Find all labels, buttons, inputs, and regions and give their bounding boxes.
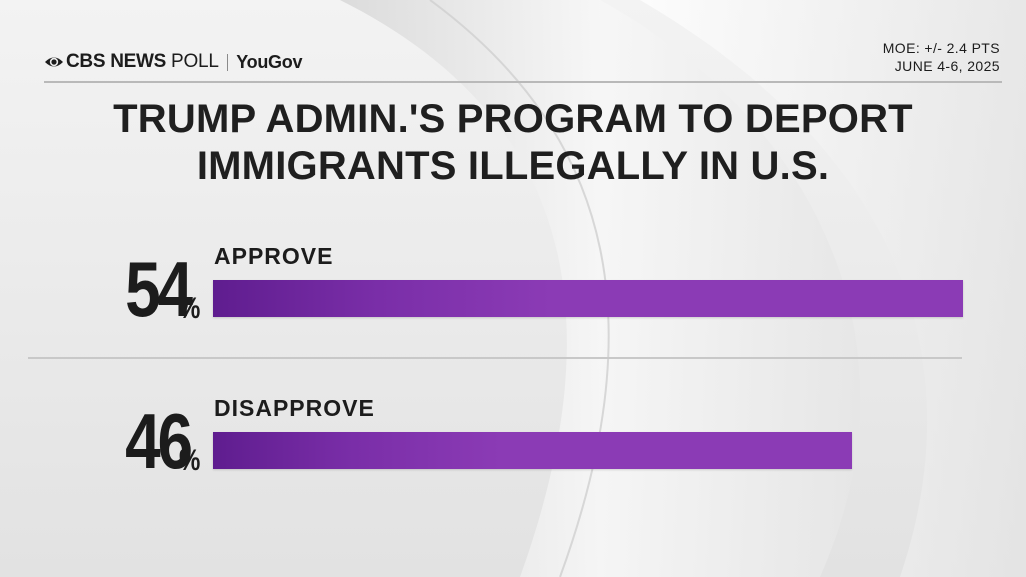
brand-divider [226, 53, 229, 71]
margin-of-error: MOE: +/- 2.4 PTS [882, 40, 1000, 56]
category-label-disapprove: DISAPPROVE [214, 395, 375, 421]
poll-dates: JUNE 4-6, 2025 [894, 58, 1000, 74]
percent-sign: % [179, 292, 201, 325]
bar-disapprove [213, 432, 852, 469]
percent-sign: % [179, 444, 201, 477]
category-label-approve: APPROVE [214, 243, 334, 269]
header-divider [44, 81, 1002, 83]
bar-row-disapprove: 46 % DISAPPROVE [0, 390, 1026, 480]
brand-poll-label: POLL [171, 51, 219, 72]
value-label-approve: 54 % [80, 238, 206, 328]
bar-track-approve [213, 280, 963, 317]
bar-row-approve: 54 % APPROVE [0, 238, 1026, 328]
poll-meta: MOE: +/- 2.4 PTS JUNE 4-6, 2025 [883, 39, 1000, 75]
brand-network: CBS NEWS [66, 51, 166, 72]
value-number-disapprove: 46 [124, 397, 193, 485]
bar-approve [213, 280, 963, 317]
value-number-approve: 54 [124, 245, 193, 333]
row-divider [28, 357, 962, 359]
bar-track-disapprove [213, 432, 963, 469]
cbs-eye-icon [45, 57, 63, 67]
title-line-2: IMMIGRANTS ILLEGALLY IN U.S. [196, 144, 830, 188]
chart-title: TRUMP ADMIN.'S PROGRAM TO DEPORT IMMIGRA… [0, 96, 1026, 190]
brand-lockup: CBS NEWS POLL YouGov [44, 50, 302, 74]
value-label-disapprove: 46 % [80, 390, 206, 480]
brand-partner: YouGov [236, 51, 303, 72]
title-line-1: TRUMP ADMIN.'S PROGRAM TO DEPORT [113, 97, 913, 141]
